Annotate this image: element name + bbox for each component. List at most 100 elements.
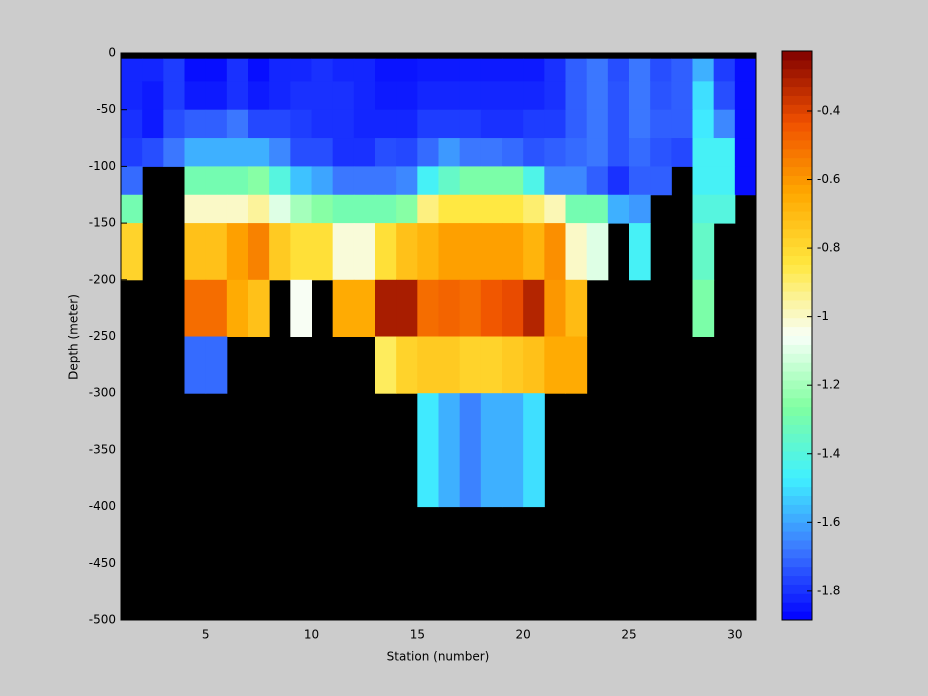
heat-cell [332,166,355,196]
heat-cell [502,336,524,394]
heat-cell [586,223,609,281]
heat-cell [248,109,270,139]
heat-cell [353,194,376,224]
heat-cell [480,223,503,281]
heat-cell [417,393,439,508]
heat-cell [332,81,355,111]
heat-cell [353,279,376,337]
colorbar-band [782,95,812,105]
heat-cell [734,138,757,167]
heat-cell [480,194,503,224]
colorbar-band [782,193,812,203]
heat-cell [713,138,736,167]
y-axis-label: Depth (meter) [67,294,81,380]
colorbar-tick-label: -0.6 [817,172,840,186]
heat-cell [607,58,630,82]
heat-cell [248,166,270,196]
heat-cell [459,336,482,394]
heat-cell [353,166,376,196]
heat-cell [502,81,524,111]
y-tick-label: -150 [89,216,116,230]
heat-cell [713,194,736,224]
colorbar-band [782,442,812,452]
heat-cell [671,58,693,82]
heat-cell [671,138,693,167]
heat-cell [459,109,482,139]
colorbar-tick-label: -1.6 [817,515,840,529]
colorbar-band [782,77,812,88]
colorbar-band [782,379,812,390]
heat-cell [226,58,249,82]
heat-cell [163,109,185,139]
colorbar-band [782,122,812,132]
heat-cell [205,194,228,224]
heat-cell [290,166,312,196]
heat-cell [121,223,143,281]
colorbar-band [782,148,812,159]
colorbar-band [782,299,812,310]
heat-cell [692,194,715,224]
colorbar-band [782,219,812,230]
heat-cell [375,58,397,82]
heat-cell [586,166,609,196]
heat-cell [417,336,439,394]
colorbar-band [782,68,812,79]
heat-cell [417,279,439,337]
heat-cell [544,138,566,167]
heat-cell [417,58,439,82]
heat-cell [459,58,482,82]
heat-cell [142,138,164,167]
heat-cell [650,166,672,196]
colorbar-band [782,522,812,532]
heat-cell [523,393,545,508]
colorbar-band [782,415,812,425]
heat-cell [269,166,291,196]
heat-cell [544,166,566,196]
heat-cell [586,109,609,139]
heat-cell [523,81,545,111]
heat-cell [565,279,588,337]
heat-cell [184,336,207,394]
heat-cell [480,279,503,337]
heat-cell [417,223,439,281]
heat-cell [438,58,461,82]
heat-cell [438,194,461,224]
colorbar-band [782,424,812,434]
heat-cell [502,166,524,196]
x-axis-label: Station (number) [387,650,490,664]
heat-cell [353,109,376,139]
heat-cell [248,58,270,82]
heat-cell [544,58,566,82]
heat-cell [713,81,736,111]
heat-cell [480,336,503,394]
heat-cell [650,109,672,139]
heat-cell [523,109,545,139]
heat-cell [121,58,143,82]
heat-cell [607,109,630,139]
heat-cell [205,58,228,82]
heat-cell [480,58,503,82]
y-tick-label: 0 [108,46,116,60]
x-tick-label: 20 [516,628,531,642]
heat-cell [248,194,270,224]
heat-cell [523,336,545,394]
y-tick-label: -250 [89,329,116,343]
heat-cell [629,166,651,196]
heat-cell [290,223,312,281]
heat-cell [226,279,249,337]
heat-cell [607,138,630,167]
heat-cell [142,109,164,139]
heat-cell [396,194,418,224]
heat-cell [713,166,736,196]
heat-cell [713,58,736,82]
heat-cell [184,194,207,224]
heat-cell [311,109,334,139]
heat-cell [629,194,651,224]
heat-cell [269,58,291,82]
colorbar-band [782,468,812,479]
heat-cell [565,138,588,167]
heat-cell [607,81,630,111]
x-tick-label: 30 [727,628,742,642]
x-tick-label: 25 [621,628,636,642]
